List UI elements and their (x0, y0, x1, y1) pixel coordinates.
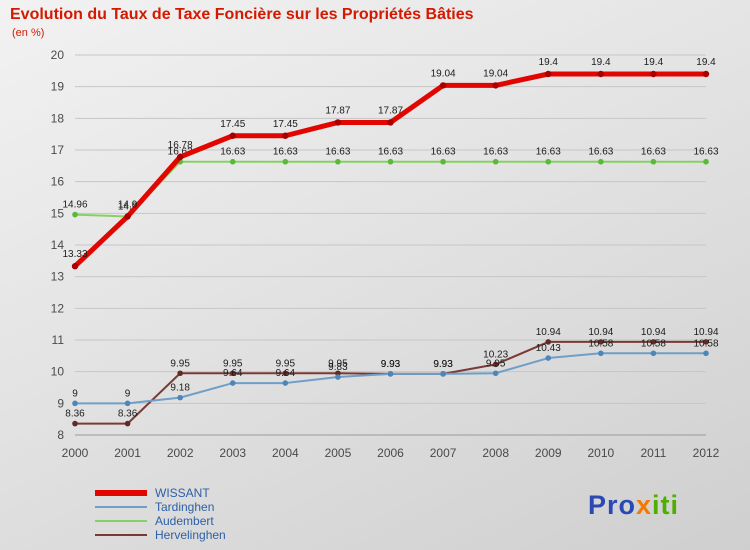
svg-text:13.33: 13.33 (62, 249, 87, 260)
svg-text:16.63: 16.63 (483, 147, 508, 158)
svg-text:15: 15 (51, 206, 65, 220)
svg-text:10.43: 10.43 (536, 343, 561, 354)
svg-text:19.04: 19.04 (431, 68, 456, 79)
svg-text:14.9: 14.9 (118, 202, 138, 213)
svg-text:13: 13 (51, 270, 65, 284)
svg-text:11: 11 (52, 333, 65, 347)
svg-text:17.87: 17.87 (325, 105, 350, 116)
svg-text:10.94: 10.94 (693, 327, 718, 338)
legend-swatch-hervelinghen (95, 534, 147, 536)
svg-text:10.94: 10.94 (641, 327, 666, 338)
svg-text:9.93: 9.93 (433, 359, 453, 370)
svg-text:19.4: 19.4 (539, 57, 559, 68)
svg-text:19.4: 19.4 (644, 57, 664, 68)
svg-text:9: 9 (125, 388, 131, 399)
svg-text:2008: 2008 (482, 446, 509, 460)
svg-text:2003: 2003 (219, 446, 246, 460)
proxiti-logo-part-3: iti (652, 490, 680, 520)
legend-label-tardinghen: Tardinghen (155, 500, 215, 514)
svg-text:2009: 2009 (535, 446, 562, 460)
svg-text:19: 19 (51, 80, 65, 94)
svg-text:14: 14 (51, 238, 65, 252)
svg-text:16.63: 16.63 (536, 147, 561, 158)
svg-text:17.45: 17.45 (273, 119, 298, 130)
legend-item-audembert: Audembert (95, 514, 226, 528)
svg-text:16.78: 16.78 (168, 140, 193, 151)
svg-text:16.63: 16.63 (378, 147, 403, 158)
svg-text:9.95: 9.95 (170, 358, 190, 369)
svg-text:8.36: 8.36 (65, 409, 85, 420)
svg-text:9.93: 9.93 (381, 359, 401, 370)
svg-text:2006: 2006 (377, 446, 404, 460)
legend-swatch-wissant (95, 490, 147, 496)
svg-text:14.9: 14.9 (118, 200, 138, 211)
svg-text:10.94: 10.94 (536, 327, 561, 338)
svg-text:16.63: 16.63 (220, 147, 245, 158)
svg-text:10.58: 10.58 (693, 338, 718, 349)
proxiti-logo-part-2: x (636, 490, 653, 520)
chart-legend: WISSANT Tardinghen Audembert Hervelinghe… (95, 486, 226, 542)
svg-text:2004: 2004 (272, 446, 299, 460)
svg-text:16.63: 16.63 (168, 147, 193, 158)
svg-text:16: 16 (51, 175, 65, 189)
svg-text:2007: 2007 (430, 446, 457, 460)
svg-text:9: 9 (57, 396, 64, 410)
tax-rate-line-chart: 8 9 10 11 12 13 14 15 16 17 18 19 20 2000 2001 2002 2003… (51, 48, 720, 460)
svg-text:17.45: 17.45 (220, 119, 245, 130)
svg-text:16.63: 16.63 (641, 147, 666, 158)
legend-swatch-tardinghen (95, 506, 147, 508)
svg-text:17.87: 17.87 (378, 105, 403, 116)
svg-text:16.63: 16.63 (325, 147, 350, 158)
svg-text:10.94: 10.94 (588, 327, 613, 338)
svg-text:18: 18 (51, 111, 65, 125)
svg-text:8.36: 8.36 (118, 409, 138, 420)
svg-text:9.18: 9.18 (170, 383, 190, 394)
svg-text:10.58: 10.58 (588, 338, 613, 349)
svg-text:2005: 2005 (325, 446, 352, 460)
svg-text:19.4: 19.4 (696, 57, 716, 68)
svg-text:17: 17 (51, 143, 65, 157)
legend-label-hervelinghen: Hervelinghen (155, 528, 226, 542)
svg-text:2011: 2011 (641, 446, 667, 460)
svg-text:2010: 2010 (587, 446, 614, 460)
chart-unit-subtitle: (en %) (12, 27, 45, 39)
svg-text:20: 20 (51, 48, 65, 62)
svg-text:2002: 2002 (167, 446, 194, 460)
svg-text:16.63: 16.63 (588, 147, 613, 158)
svg-text:9.95: 9.95 (223, 358, 243, 369)
svg-text:8: 8 (57, 428, 64, 442)
svg-text:2001: 2001 (114, 446, 141, 460)
legend-item-wissant: WISSANT (95, 486, 226, 500)
proxiti-logo-part-1: Pro (588, 490, 637, 520)
svg-text:14.96: 14.96 (62, 200, 87, 211)
proxiti-logo: Proxiti (588, 490, 679, 521)
svg-text:10.23: 10.23 (483, 349, 508, 360)
svg-text:9.95: 9.95 (328, 358, 348, 369)
legend-item-hervelinghen: Hervelinghen (95, 528, 226, 542)
svg-text:16.63: 16.63 (693, 147, 718, 158)
svg-text:9.64: 9.64 (276, 368, 296, 379)
svg-text:9.93: 9.93 (381, 359, 401, 370)
svg-text:10: 10 (51, 365, 65, 379)
legend-label-audembert: Audembert (155, 514, 214, 528)
svg-text:9: 9 (72, 388, 78, 399)
svg-text:16.63: 16.63 (273, 147, 298, 158)
svg-text:16.63: 16.63 (431, 147, 456, 158)
svg-text:19.4: 19.4 (591, 57, 611, 68)
svg-text:19.04: 19.04 (483, 68, 508, 79)
legend-label-wissant: WISSANT (155, 486, 210, 500)
svg-text:9.95: 9.95 (276, 358, 296, 369)
svg-text:10.58: 10.58 (641, 338, 666, 349)
legend-item-tardinghen: Tardinghen (95, 500, 226, 514)
svg-text:12: 12 (51, 301, 65, 315)
chart-title: Evolution du Taux de Taxe Foncière sur l… (10, 6, 474, 23)
svg-text:2000: 2000 (62, 446, 89, 460)
legend-swatch-audembert (95, 520, 147, 522)
svg-text:9.83: 9.83 (328, 362, 348, 373)
svg-text:9.64: 9.64 (223, 368, 243, 379)
svg-text:9.93: 9.93 (433, 359, 453, 370)
svg-text:9.95: 9.95 (486, 358, 506, 369)
svg-text:2012: 2012 (693, 446, 720, 460)
